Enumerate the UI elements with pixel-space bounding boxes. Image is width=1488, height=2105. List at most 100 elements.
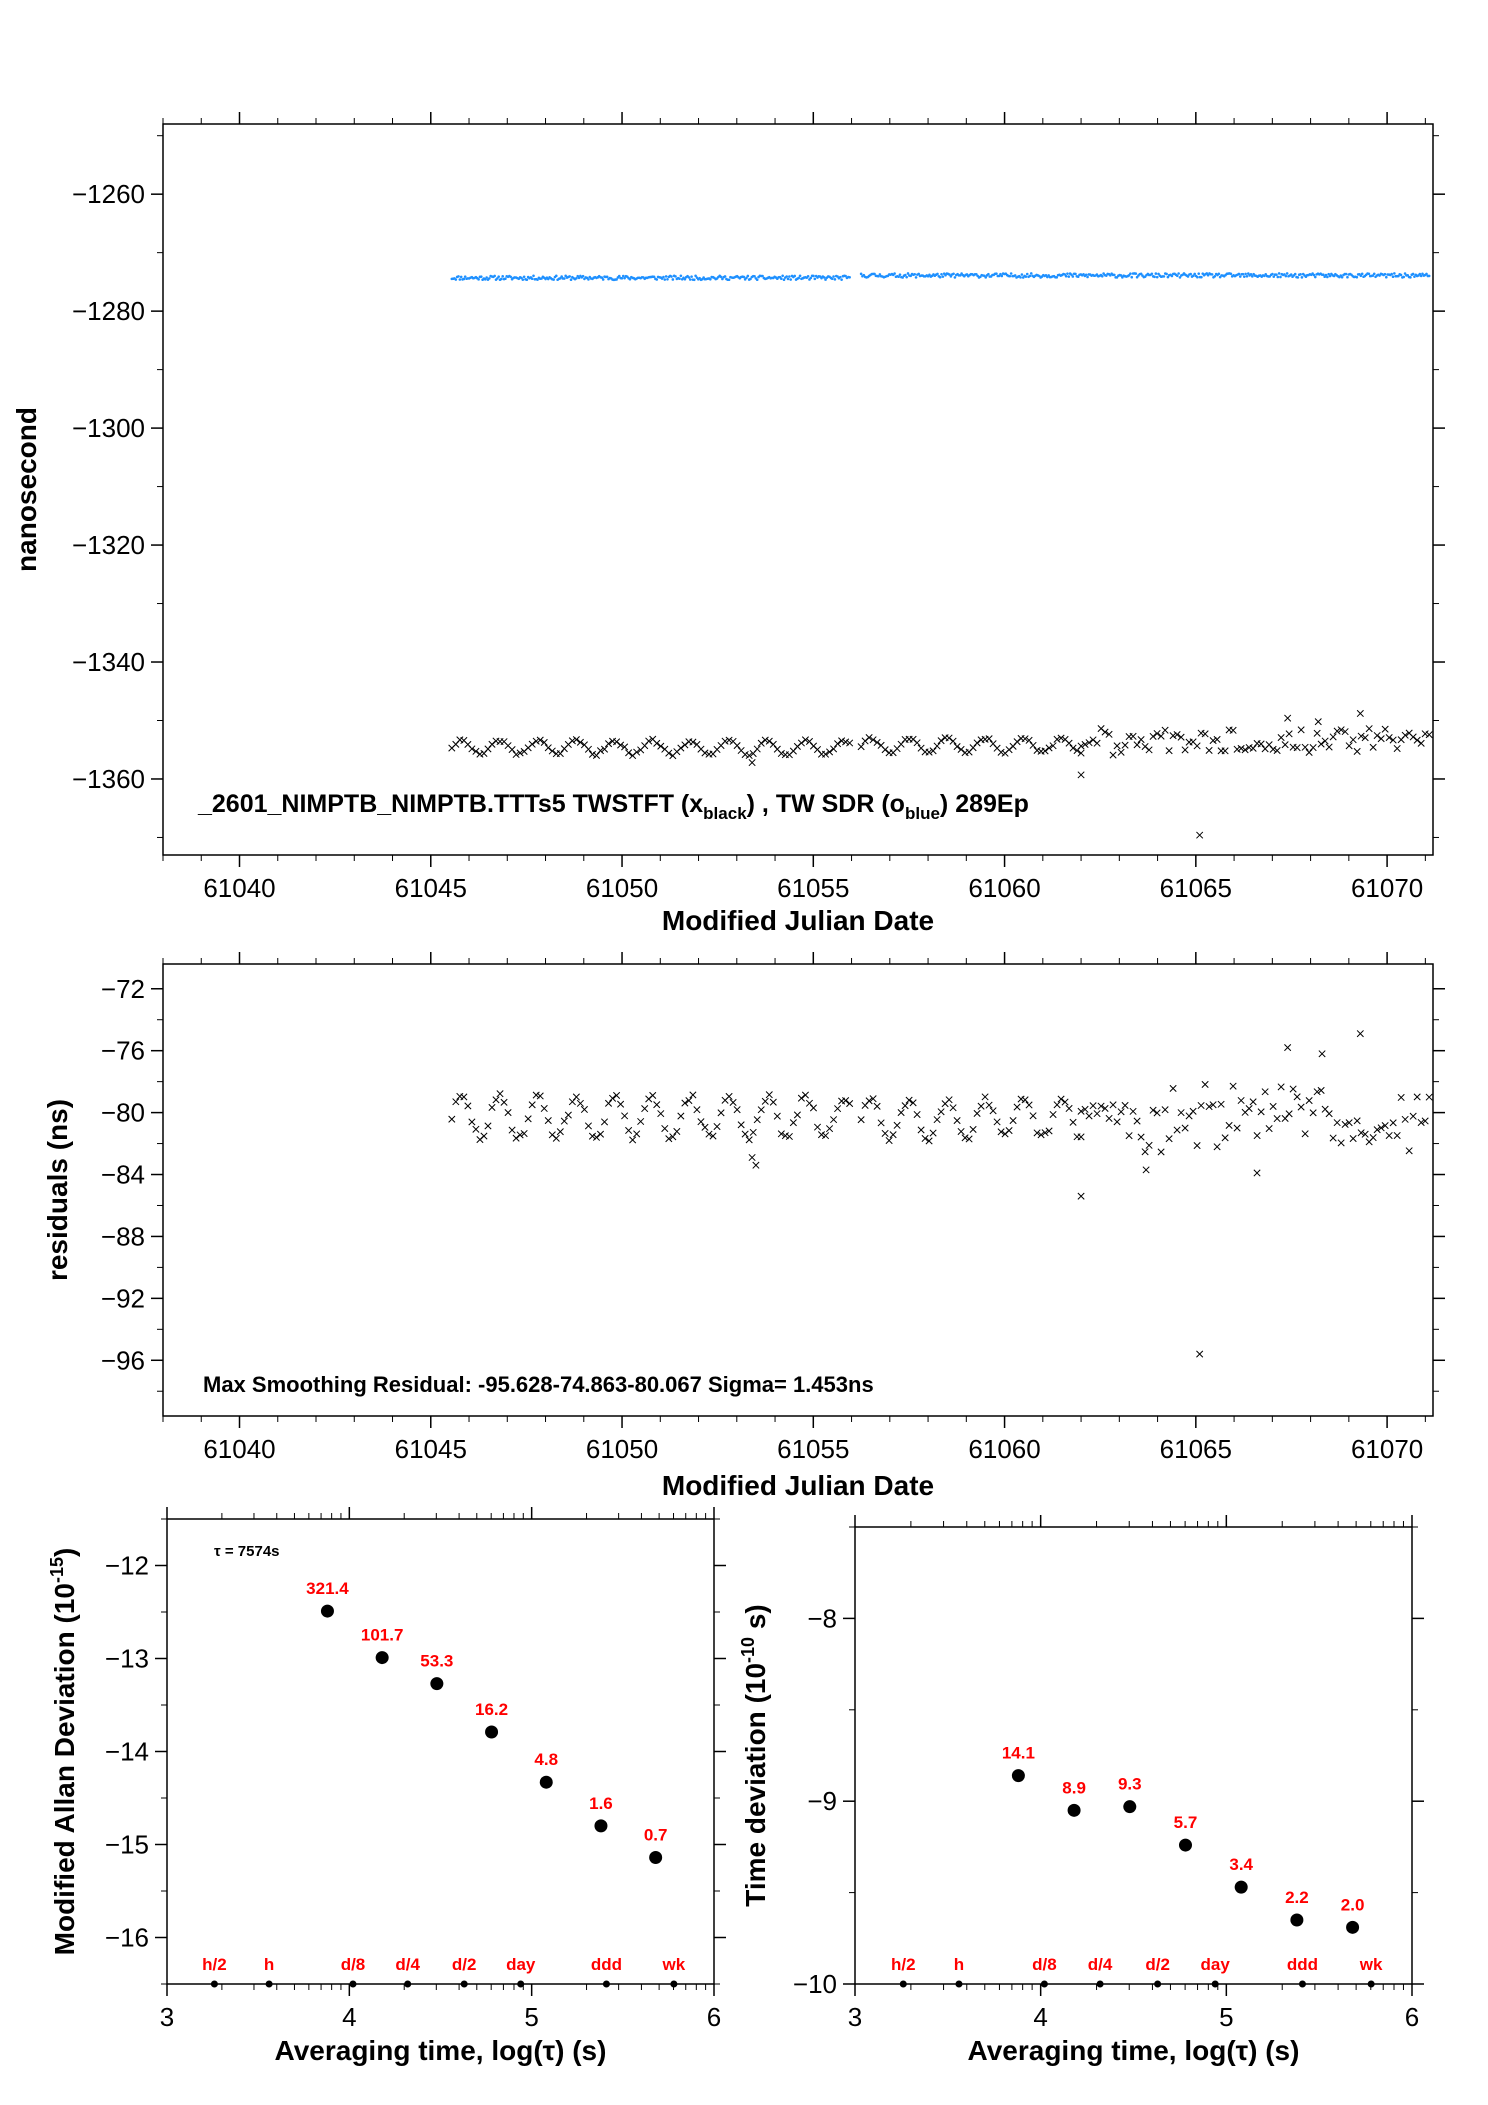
twstft-point — [881, 746, 889, 754]
twstft-point — [901, 1102, 909, 1110]
twstft-point — [937, 1108, 945, 1116]
twstft-point — [1401, 731, 1409, 739]
twstft-point — [753, 745, 761, 753]
twstft-point — [929, 747, 937, 755]
sdr-point — [655, 278, 659, 281]
twstft-point — [1069, 1118, 1077, 1126]
twstft-point — [472, 747, 480, 755]
twstft-point — [1305, 748, 1313, 757]
twstft-point — [625, 1126, 633, 1135]
sdr-point — [812, 274, 815, 278]
x-tick-label: 61070 — [1351, 1434, 1423, 1464]
twstft-point — [1113, 1118, 1121, 1126]
sdr-point — [785, 275, 788, 278]
twstft-point — [1097, 1102, 1105, 1110]
sdr-point — [1413, 275, 1416, 278]
twstft-point — [1025, 1101, 1033, 1109]
allan-deviation-panel: 3 4 5 6 −12 −13 −14 −15 −16 Averaging time, log(τ… — [47, 1507, 726, 2066]
x-tick-label: 61065 — [1160, 1434, 1232, 1464]
twstft-point — [621, 743, 629, 751]
sdr-point — [1390, 272, 1393, 276]
sdr-point — [1326, 275, 1329, 279]
sdr-point — [1313, 275, 1317, 279]
twstft-point — [977, 1102, 985, 1110]
twstft-point — [637, 1117, 645, 1126]
twstft-point — [604, 740, 613, 748]
twstft-point — [625, 749, 633, 757]
sdr-point — [463, 275, 467, 278]
sdr-point — [1251, 275, 1254, 278]
twstft-point — [1377, 1124, 1385, 1132]
twstft-point — [1037, 1131, 1045, 1139]
sdr-point — [1217, 272, 1221, 276]
sdr-point — [941, 275, 945, 278]
twstft-point — [801, 1091, 809, 1099]
annotation-subscript: black — [703, 804, 747, 823]
twstft-point — [1061, 1098, 1069, 1106]
twstft-point — [1237, 744, 1245, 753]
sdr-point — [1367, 272, 1371, 276]
sdr-point — [893, 272, 896, 275]
twstft-point — [917, 1126, 925, 1134]
sdr-point — [501, 275, 505, 278]
twstft-point — [1425, 1093, 1433, 1101]
twstft-point — [556, 1128, 564, 1136]
twstft-point — [981, 1093, 989, 1101]
twstft-point — [757, 1106, 765, 1114]
sdr-point — [569, 278, 573, 282]
twstft-point — [1093, 1110, 1101, 1118]
twstft-point — [997, 1128, 1005, 1136]
sdr-point — [493, 274, 496, 278]
outlier-point — [1284, 1044, 1292, 1052]
twstft-point — [568, 1098, 576, 1106]
sdr-point — [477, 278, 480, 281]
sdr-point — [1008, 274, 1012, 278]
sdr-point — [1086, 275, 1089, 279]
y-tick-label: −12 — [105, 1551, 149, 1581]
sdr-point — [1100, 274, 1104, 278]
sdr-point — [694, 274, 697, 278]
twstft-point — [1029, 741, 1037, 749]
sdr-point — [1150, 272, 1154, 276]
sdr-point — [793, 274, 797, 278]
sdr-point — [601, 278, 605, 281]
twstft-point — [492, 1096, 500, 1104]
twstft-point — [1301, 743, 1309, 751]
x-tick-label: 61050 — [586, 873, 658, 903]
sdr-point — [1196, 275, 1199, 279]
sdr-point — [906, 272, 910, 275]
twstft-point — [1045, 1127, 1053, 1135]
x-axis-title: Averaging time, log(τ) (s) — [275, 2035, 607, 2066]
twstft-point — [1085, 1112, 1093, 1120]
twstft-point — [1049, 1110, 1057, 1119]
twstft-point — [536, 736, 544, 744]
twstft-point — [1425, 731, 1433, 739]
y-tick-label: −96 — [101, 1345, 145, 1375]
twstft-point — [825, 748, 834, 756]
twstft-point — [516, 1131, 524, 1139]
twstft-point — [1329, 1134, 1337, 1142]
twstft-point — [1109, 1101, 1117, 1109]
sdr-point — [488, 277, 491, 280]
twstft-point — [536, 1092, 544, 1100]
outlier-point — [1077, 1192, 1085, 1200]
point-label: 4.8 — [534, 1750, 558, 1769]
twstft-point — [877, 1119, 885, 1127]
twstft-point — [769, 740, 777, 748]
sdr-point — [563, 277, 566, 280]
interval-marker — [349, 1980, 357, 1988]
sdr-point — [1071, 275, 1075, 278]
twstft-point — [1057, 734, 1065, 742]
twstft-point — [1161, 1106, 1169, 1114]
sdr-point — [1153, 275, 1156, 279]
twstft-point — [1117, 1108, 1125, 1116]
interval-label: h — [954, 1955, 964, 1974]
twstft-point — [1337, 726, 1345, 734]
sdr-point — [940, 272, 943, 276]
sdr-point — [1312, 273, 1316, 277]
sdr-point — [1419, 274, 1423, 278]
sdr-point — [999, 272, 1002, 276]
x-tick-label: 5 — [1219, 2002, 1233, 2032]
y-tick-label: −14 — [105, 1737, 149, 1767]
